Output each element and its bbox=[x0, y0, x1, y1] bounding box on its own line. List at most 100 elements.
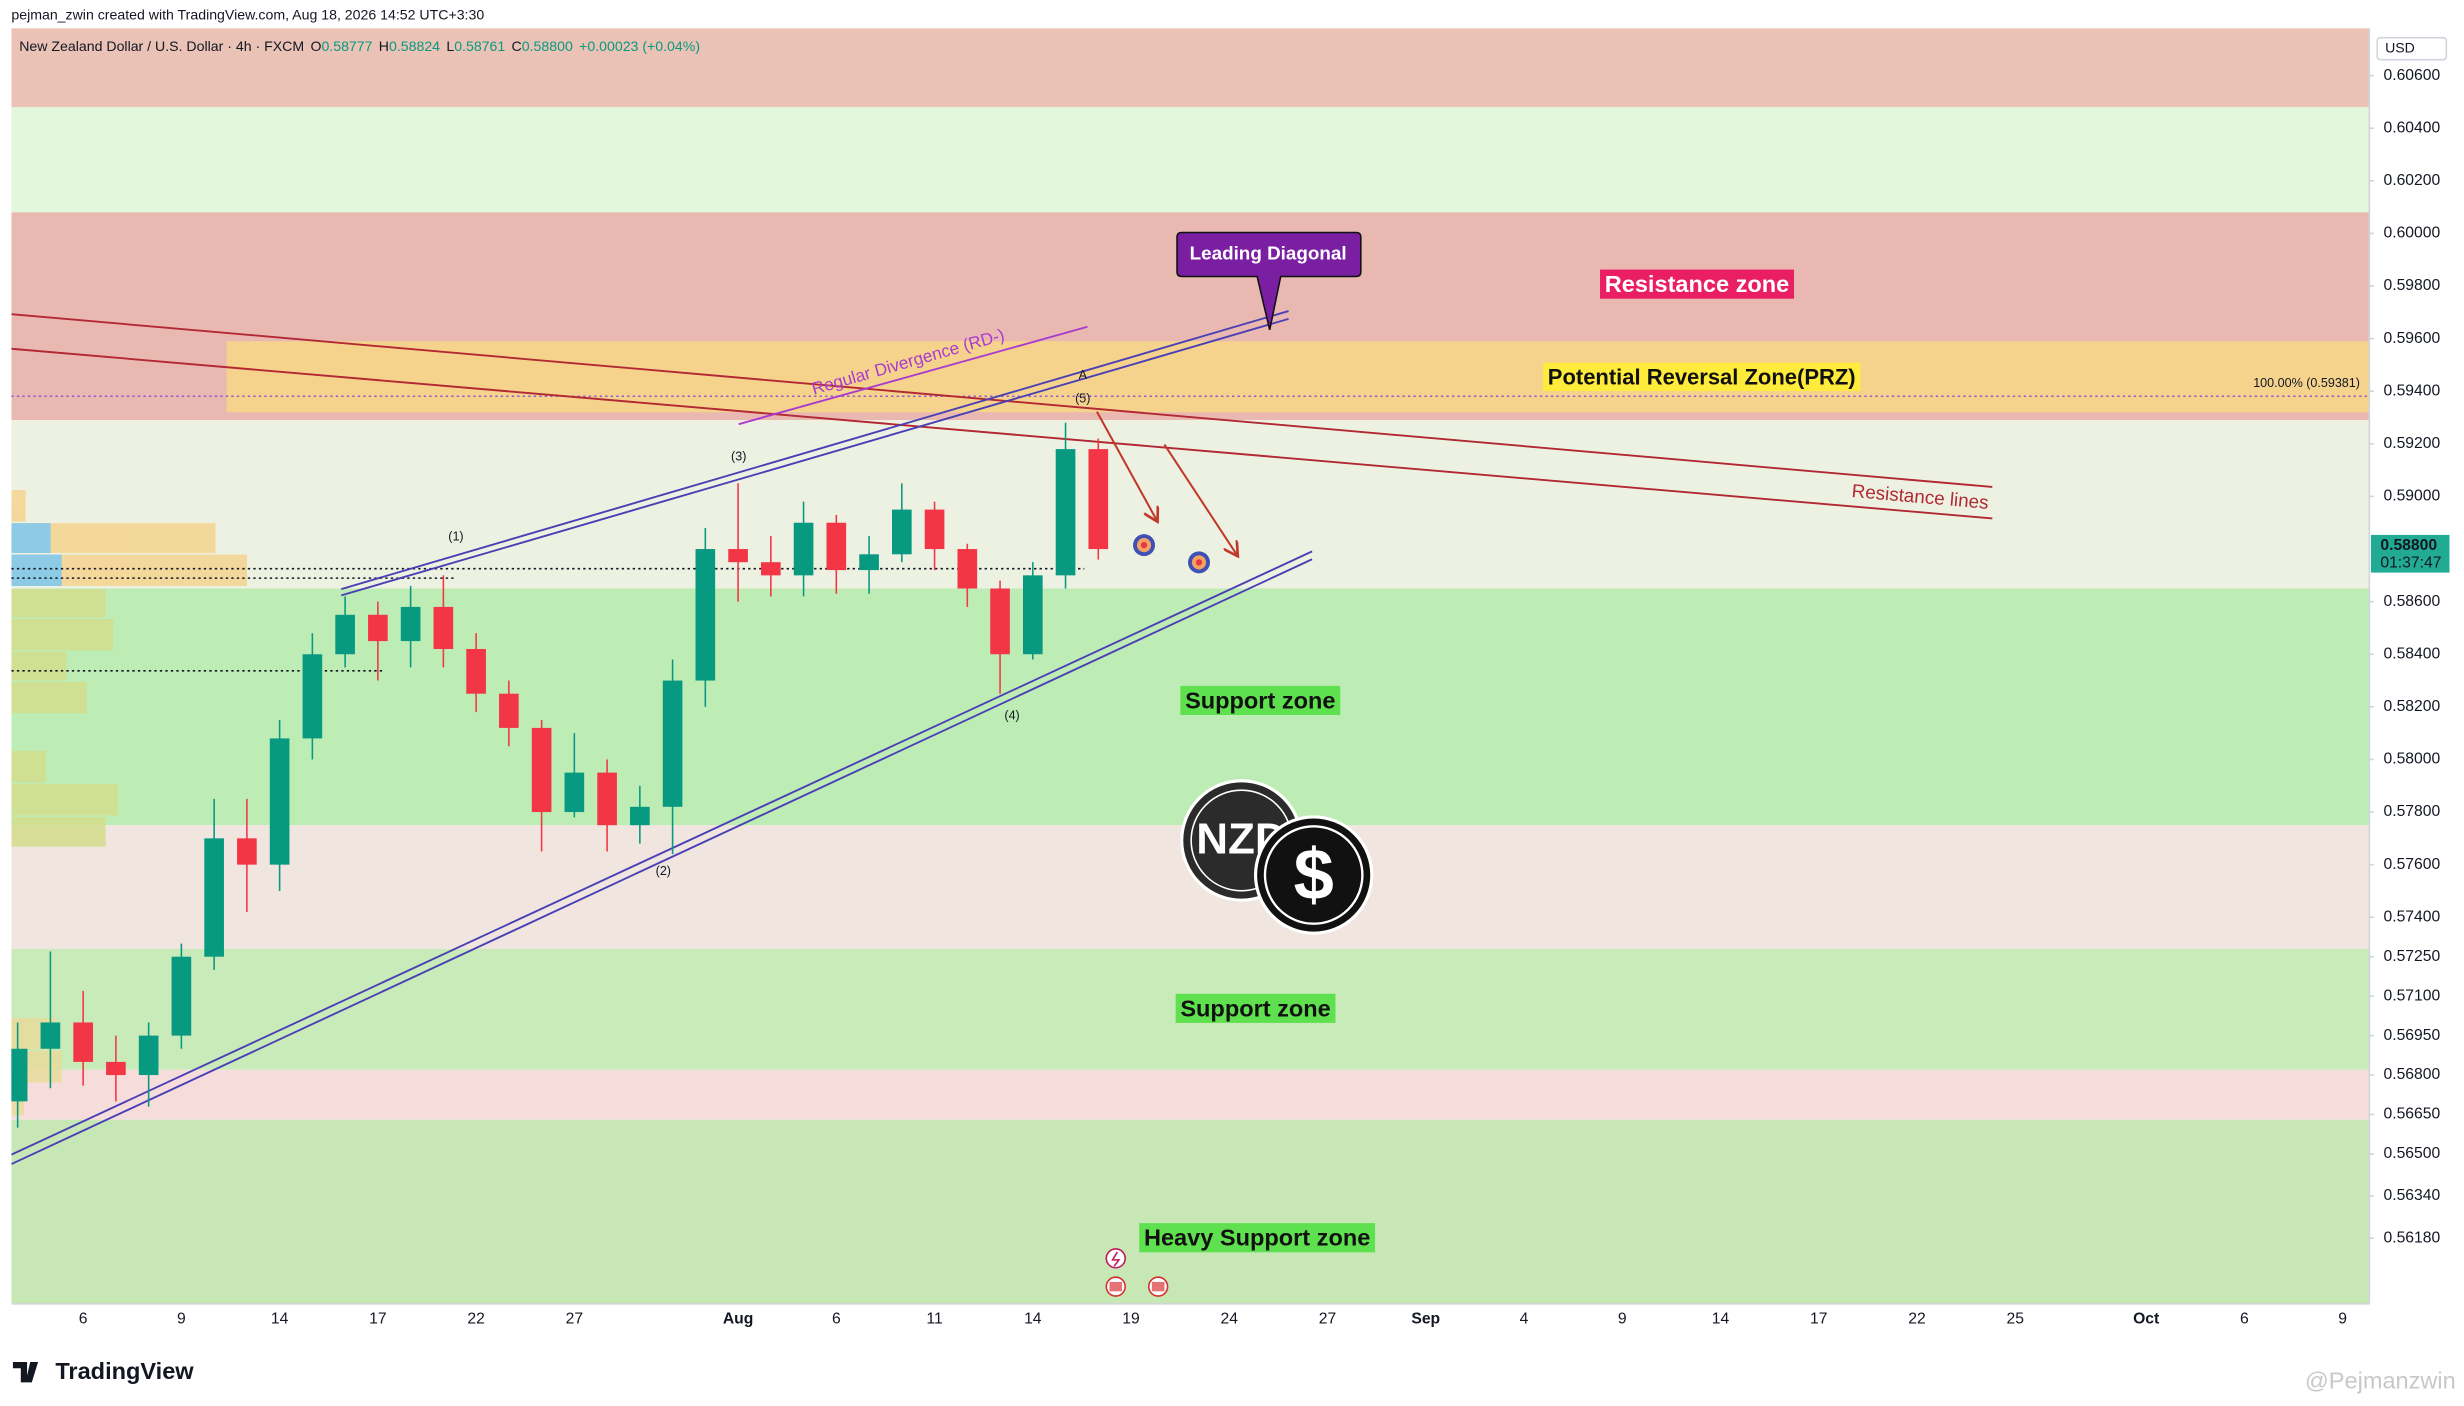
candle-body bbox=[335, 614, 355, 655]
x-tick-label: 19 bbox=[1122, 1311, 1139, 1328]
time-axis bbox=[11, 1303, 2370, 1336]
y-tick-label: 0.59000 bbox=[2384, 488, 2441, 505]
x-tick-label: 14 bbox=[1712, 1311, 1730, 1328]
candle-body bbox=[204, 838, 224, 957]
diagonal-lower bbox=[11, 558, 1313, 1165]
x-tick-label: 17 bbox=[369, 1311, 386, 1328]
price-axis bbox=[2369, 28, 2464, 1336]
y-tick-label: 0.56180 bbox=[2384, 1229, 2441, 1246]
coin-usd bbox=[1253, 815, 1374, 935]
zone-label-bg bbox=[1180, 685, 1341, 716]
y-tick-label: 0.56800 bbox=[2384, 1066, 2441, 1083]
volume-bar bbox=[11, 681, 87, 714]
event-icon bbox=[1147, 1276, 1169, 1297]
x-tick-label: 22 bbox=[1908, 1311, 1925, 1328]
x-tick-label: 9 bbox=[2338, 1311, 2347, 1328]
x-tick-label: Oct bbox=[2133, 1311, 2160, 1328]
candle-body bbox=[990, 588, 1010, 655]
currency-box[interactable] bbox=[2376, 36, 2448, 61]
target-icon bbox=[1133, 534, 1156, 557]
volume-bar bbox=[11, 589, 106, 618]
y-tick-label: 0.59400 bbox=[2384, 382, 2441, 399]
candle-body bbox=[11, 1048, 28, 1102]
candle-body bbox=[957, 549, 978, 589]
candle-body bbox=[302, 654, 323, 739]
candle-body bbox=[662, 680, 683, 807]
watermark: @Pejmanzwin bbox=[2305, 1368, 2456, 1394]
currency: USD bbox=[2385, 39, 2415, 55]
y-tick-label: 0.59600 bbox=[2384, 330, 2441, 347]
candle-body bbox=[597, 772, 617, 826]
divergence-line bbox=[738, 325, 1088, 426]
arrow bbox=[1163, 444, 1236, 555]
wave-label: (1) bbox=[448, 530, 463, 544]
candle-body bbox=[171, 956, 192, 1036]
event-icon bbox=[1105, 1276, 1126, 1297]
x-tick-label: 9 bbox=[1618, 1311, 1627, 1328]
candle-body bbox=[466, 648, 486, 694]
ohlc-change: +0.00023 (+0.04%) bbox=[579, 38, 700, 54]
candle-body bbox=[761, 562, 781, 576]
x-tick-label: Sep bbox=[1411, 1311, 1440, 1328]
axes: 0.60600 0.60400 0.60200 0.60000 0.59800 0.596… bbox=[79, 67, 2450, 1328]
drawings bbox=[11, 310, 1993, 1165]
y-tick-label: 0.58600 bbox=[2384, 593, 2441, 610]
candle-body bbox=[269, 738, 290, 865]
x-tick-label: 6 bbox=[832, 1311, 841, 1328]
x-tick-label: 14 bbox=[271, 1311, 289, 1328]
volume-bar bbox=[11, 523, 51, 553]
y-tick-label: 0.57800 bbox=[2384, 803, 2441, 820]
y-tick-label: 0.56950 bbox=[2384, 1027, 2441, 1044]
volume-bar bbox=[11, 490, 26, 522]
brand bbox=[12, 1362, 39, 1383]
candle-body bbox=[1055, 449, 1076, 576]
last-price-label: 0.58800 bbox=[2380, 537, 2437, 554]
ohlc-value: 0.58761 bbox=[454, 38, 505, 54]
y-tick-label: 0.60200 bbox=[2384, 172, 2441, 189]
wave-label: (5) bbox=[1075, 391, 1090, 405]
y-tick-label: 0.60400 bbox=[2384, 119, 2441, 136]
y-tick-label: 0.59800 bbox=[2384, 277, 2441, 294]
candle-body bbox=[564, 772, 585, 813]
x-tick-label: 17 bbox=[1810, 1311, 1827, 1328]
candles bbox=[11, 422, 1109, 1128]
y-tick-label: 0.57600 bbox=[2384, 856, 2441, 873]
diagonal-lower bbox=[11, 550, 1313, 1156]
arrow bbox=[1096, 411, 1157, 520]
x-tick-label: 25 bbox=[2006, 1311, 2024, 1328]
candle-body bbox=[499, 693, 519, 728]
y-tick-label: 0.57250 bbox=[2384, 948, 2441, 965]
candle-body bbox=[1022, 575, 1043, 655]
y-tick-label: 0.60600 bbox=[2384, 67, 2441, 84]
zone-label: Support zone bbox=[1180, 995, 1330, 1021]
candle-body bbox=[695, 549, 716, 681]
y-tick-label: 0.56340 bbox=[2384, 1187, 2441, 1204]
x-tick-label: 14 bbox=[1024, 1311, 1042, 1328]
ohlc-key: O bbox=[310, 38, 321, 54]
zone-label-bg bbox=[1600, 269, 1794, 299]
volume-bar bbox=[11, 783, 119, 816]
zones bbox=[11, 28, 2370, 1304]
diagonal-upper bbox=[341, 310, 1289, 591]
x-tick-label: 24 bbox=[1221, 1311, 1239, 1328]
candle-body bbox=[368, 614, 388, 642]
candle-body bbox=[859, 554, 879, 571]
wave-label: (2) bbox=[656, 864, 671, 878]
candle-body bbox=[237, 838, 257, 865]
candle-body bbox=[433, 606, 454, 649]
candle-body bbox=[531, 727, 552, 813]
y-tick-label: 0.56500 bbox=[2384, 1145, 2441, 1162]
x-tick-label: 6 bbox=[79, 1311, 88, 1328]
volume-bar bbox=[11, 816, 106, 847]
volume-bar bbox=[11, 618, 114, 651]
callout bbox=[1176, 231, 1362, 331]
credit: pejman_zwin created with TradingView.com… bbox=[11, 6, 484, 22]
candle-body bbox=[630, 806, 650, 826]
event-icon bbox=[1105, 1248, 1126, 1269]
candle-body bbox=[826, 522, 847, 571]
x-tick-label: 27 bbox=[566, 1311, 583, 1328]
zone bbox=[11, 28, 2370, 108]
x-tick-label: 22 bbox=[467, 1311, 484, 1328]
zone-label: Resistance zone bbox=[1605, 271, 1790, 297]
y-tick-label: 0.57400 bbox=[2384, 908, 2441, 925]
